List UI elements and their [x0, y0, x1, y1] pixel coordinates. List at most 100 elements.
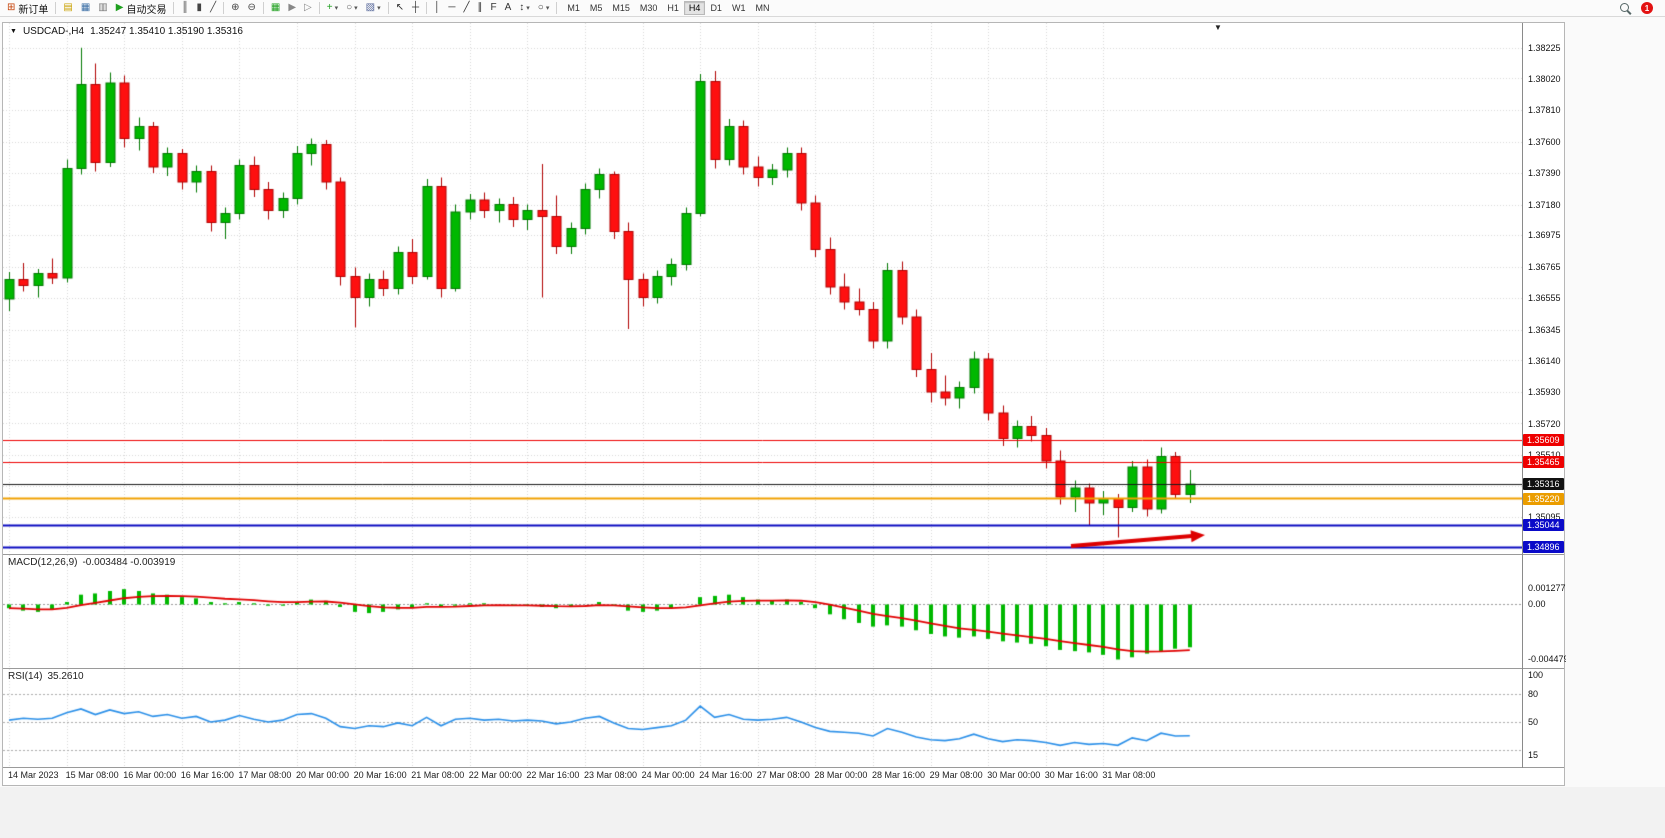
- rsi-scale-15: 15: [1528, 750, 1539, 760]
- price-tick-label: 1.36140: [1528, 355, 1561, 366]
- chart-shift-marker-icon[interactable]: ▼: [1214, 23, 1222, 32]
- toolbar-right: 1: [1619, 2, 1653, 15]
- chart-title-symbol: USDCAD-,H4: [22, 26, 85, 37]
- text-tool-icon[interactable]: A: [501, 1, 516, 16]
- new-order-glyph: ⊞: [7, 2, 16, 13]
- time-axis-label: 16 Mar 16:00: [180, 770, 234, 780]
- dropdown-arrow-icon[interactable]: ▾: [545, 5, 550, 12]
- vertical-line-tool-icon[interactable]: │: [430, 1, 444, 16]
- candlestick-chart-type-icon[interactable]: ▮: [193, 1, 207, 16]
- dropdown-arrow-icon[interactable]: ▾: [334, 5, 339, 12]
- rsi-label: RSI(14) 35.2610: [8, 671, 84, 682]
- panel-separator[interactable]: [3, 554, 1564, 555]
- timeframe-m5-button[interactable]: M5: [589, 3, 603, 13]
- arrows-tool-icon[interactable]: ↕ ▾: [515, 1, 534, 16]
- timeframe-m1-button[interactable]: M1: [567, 3, 580, 13]
- price-tick-label: 1.35510: [1528, 450, 1561, 461]
- notification-badge[interactable]: 1: [1641, 2, 1653, 14]
- panel-separator[interactable]: [3, 668, 1564, 669]
- arrows-tool-icon-glyph: ↕: [519, 2, 525, 13]
- panel-separator[interactable]: [3, 767, 1564, 768]
- dropdown-arrow-icon[interactable]: ▾: [377, 5, 381, 12]
- dropdown-arrow-icon[interactable]: ▾: [526, 5, 530, 12]
- auto-scroll-icon[interactable]: ▶: [284, 1, 300, 16]
- toolbar-separator: [556, 2, 558, 14]
- timeframe-m15-button[interactable]: M15: [612, 3, 630, 13]
- trendline-tool-icon[interactable]: ╱: [459, 1, 473, 16]
- timeframe-d1-button[interactable]: D1: [710, 3, 722, 13]
- toolbar-separator: [426, 2, 428, 14]
- main-chart-canvas[interactable]: [3, 23, 1522, 554]
- price-tick-label: 1.38020: [1528, 73, 1561, 84]
- time-axis-label: 20 Mar 00:00: [296, 770, 350, 780]
- toolbar-separator: [262, 2, 264, 14]
- zoom-out-icon[interactable]: ⊖: [243, 1, 259, 16]
- bar-chart-type-icon[interactable]: ║: [177, 1, 192, 16]
- time-axis-label: 17 Mar 08:00: [238, 770, 292, 780]
- cursor-tool-icon[interactable]: ↖: [392, 1, 408, 16]
- price-axis[interactable]: 0.001277 0.00 -0.004479 100 80 50 15 1.3…: [1523, 23, 1569, 768]
- macd-scale-min: -0.004479: [1528, 654, 1569, 664]
- toolbar-separator: [173, 2, 175, 14]
- rsi-panel-canvas[interactable]: [3, 669, 1522, 767]
- new-order-button[interactable]: ⊞ 新订单: [3, 1, 52, 16]
- templates-button[interactable]: ▧ ▾: [362, 1, 385, 16]
- zoom-out-icon-glyph: ⊖: [247, 2, 256, 13]
- price-tick-label: 1.36555: [1528, 293, 1561, 304]
- tile-windows-icon-glyph: ▦: [270, 2, 281, 13]
- price-tick-label: 1.35095: [1528, 512, 1561, 523]
- toolbar-items: ⊞ 新订单 ▤ ▦ ▥ ▶ 自动交易 ║ ▮ ╱ ⊕ ⊖ ▦ ▶ ▷ + ▾ ○ ▾ ▧ ▾ ↖ ┼ │ ─ ╱ ∥ F A ↕ ▾ ○ ▾: [3, 1, 560, 16]
- dropdown-arrow-icon[interactable]: ▾: [354, 5, 358, 12]
- channel-tool-icon[interactable]: ∥: [473, 1, 486, 16]
- chart-window-icon[interactable]: ▤: [59, 1, 76, 16]
- periods-button[interactable]: ○ ▾: [342, 1, 362, 16]
- fibonacci-tool-icon[interactable]: F: [486, 1, 500, 16]
- time-axis-label: 24 Mar 16:00: [699, 770, 753, 780]
- macd-label: MACD(12,26,9) -0.003484 -0.003919: [8, 557, 175, 568]
- tile-windows-icon[interactable]: ▦: [267, 1, 284, 16]
- price-tick-label: 1.36345: [1528, 324, 1561, 335]
- time-axis-label: 30 Mar 16:00: [1044, 770, 1098, 780]
- price-tick-label: 1.37600: [1528, 136, 1561, 147]
- price-tick-label: 1.35930: [1528, 387, 1561, 397]
- indicators-button[interactable]: + ▾: [323, 1, 342, 16]
- toolbar-separator: [55, 2, 57, 14]
- time-axis[interactable]: 14 Mar 2023 15 Mar 08:00 16 Mar 00:00 16 Ma…: [3, 768, 1522, 785]
- rsi-scale-80: 80: [1528, 689, 1539, 699]
- trendline-tool-icon-glyph: ╱: [463, 2, 470, 13]
- price-tick-label: 1.36765: [1528, 261, 1561, 272]
- crosshair-tool-icon-glyph: ┼: [412, 2, 420, 13]
- timeframe-h1-button[interactable]: H1: [667, 3, 679, 13]
- timeframe-h4-button[interactable]: H4: [683, 1, 706, 15]
- time-axis-label: 21 Mar 08:00: [411, 770, 465, 780]
- market-watch-icon[interactable]: ▦: [77, 1, 94, 16]
- templates-glyph: ▧: [365, 2, 376, 13]
- timeframe-m30-button[interactable]: M30: [639, 3, 658, 13]
- time-axis-label: 28 Mar 00:00: [814, 770, 868, 780]
- crosshair-tool-icon[interactable]: ┼: [408, 1, 423, 16]
- price-line-badge: 1.35465: [1523, 455, 1564, 468]
- horizontal-line-tool-icon-glyph: ─: [448, 2, 456, 13]
- search-icon[interactable]: [1619, 2, 1632, 15]
- auto-trading-button[interactable]: ▶ 自动交易: [112, 1, 171, 16]
- timeframe-buttons: M1 M5 M15 M30 H1 H4 D1 W1 MN: [562, 1, 774, 15]
- price-tick-label: 1.35720: [1528, 418, 1561, 429]
- data-window-icon[interactable]: ▥: [94, 1, 111, 16]
- price-line-badge: 1.35316: [1523, 478, 1564, 491]
- line-chart-type-icon[interactable]: ╱: [206, 1, 220, 16]
- chart-shift-icon[interactable]: ▷: [300, 1, 316, 16]
- timeframe-w1-button[interactable]: W1: [731, 3, 746, 13]
- macd-scale-zero: 0.00: [1528, 599, 1546, 609]
- chart-title: ▼ USDCAD-,H4 1.35247 1.35410 1.35190 1.3…: [10, 26, 243, 37]
- price-line-badge: 1.35220: [1523, 492, 1564, 505]
- shapes-tool-icon[interactable]: ○ ▾: [534, 1, 554, 16]
- timeframe-mn-button[interactable]: MN: [755, 3, 770, 13]
- vertical-line-tool-icon-glyph: │: [434, 2, 441, 13]
- time-axis-label: 27 Mar 08:00: [756, 770, 810, 780]
- macd-panel-canvas[interactable]: [3, 555, 1522, 668]
- periods-glyph: ○: [346, 2, 353, 13]
- horizontal-line-tool-icon[interactable]: ─: [444, 1, 459, 16]
- chart-menu-icon[interactable]: ▼: [10, 28, 17, 35]
- macd-values: -0.003484 -0.003919: [82, 557, 176, 568]
- zoom-in-icon[interactable]: ⊕: [227, 1, 243, 16]
